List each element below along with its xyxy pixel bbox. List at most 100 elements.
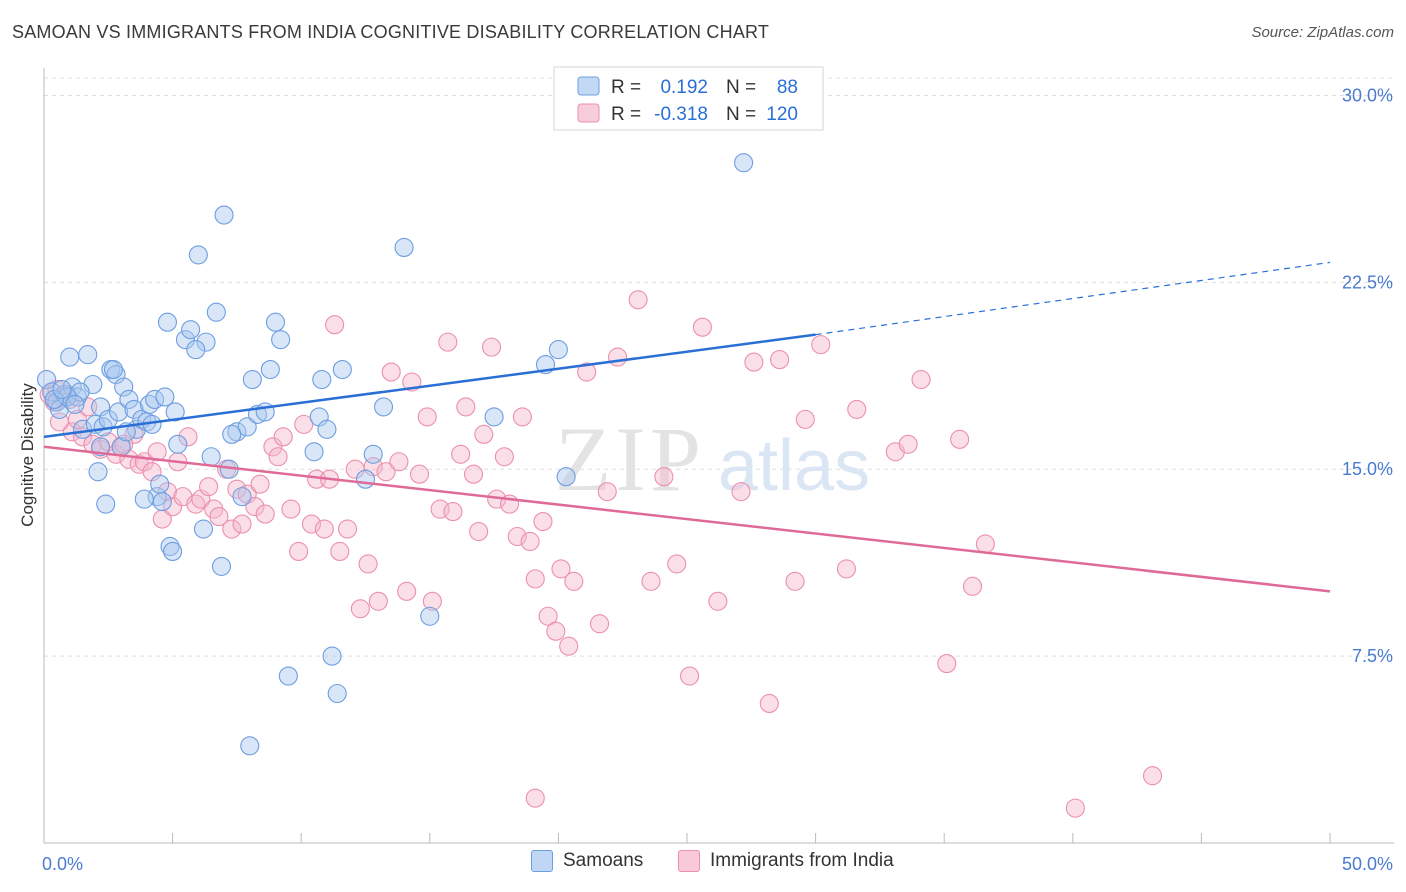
samoan-point — [278, 666, 298, 686]
india-point — [222, 519, 242, 539]
samoan-point — [394, 237, 414, 257]
samoan-point — [60, 347, 80, 367]
axes — [43, 68, 1394, 844]
india-point — [608, 347, 628, 367]
india-point — [157, 482, 178, 502]
india-point — [731, 482, 751, 502]
india-point — [389, 452, 409, 472]
y-tick-labels: 7.5% 15.0% 22.5% 30.0% — [1342, 85, 1393, 666]
india-point — [397, 581, 417, 601]
samoan-point — [168, 434, 188, 454]
samoan-point — [181, 320, 201, 340]
india-point — [641, 571, 661, 591]
samoan-point — [114, 377, 134, 397]
india-point — [628, 290, 648, 310]
samoan-point — [237, 417, 257, 437]
y-tick-label: 15.0% — [1342, 459, 1393, 479]
samoan-point — [65, 394, 85, 414]
legend-r-value-india: -0.318 — [654, 104, 708, 125]
india-point — [975, 534, 995, 554]
samoan-point — [150, 474, 170, 494]
samoan-point — [265, 312, 286, 332]
india-point — [268, 447, 288, 467]
samoan-point — [188, 245, 208, 265]
india-point — [962, 576, 983, 596]
india-point — [368, 591, 388, 611]
samoan-point — [260, 359, 280, 380]
india-point — [273, 427, 293, 447]
india-point — [147, 442, 167, 462]
india-point — [847, 399, 867, 419]
india-point — [443, 502, 463, 522]
india-point — [325, 315, 345, 335]
india-point — [456, 397, 476, 417]
chart-source: Source: ZipAtlas.com — [1251, 24, 1394, 41]
india-point — [590, 614, 610, 634]
india-point — [597, 482, 617, 502]
samoans-trend-extension — [815, 261, 1331, 336]
samoan-point — [78, 345, 98, 365]
india-point — [209, 507, 229, 527]
samoan-point — [109, 402, 129, 422]
india-point — [178, 427, 198, 447]
india-point — [559, 636, 579, 656]
samoan-point — [214, 205, 234, 225]
samoan-point — [96, 494, 116, 514]
samoan-point — [420, 606, 440, 626]
india-point — [163, 497, 183, 517]
legend-r-label-india: R = — [611, 104, 641, 125]
india-point — [770, 350, 790, 370]
india-point — [199, 477, 219, 497]
samoan-point — [124, 399, 144, 419]
samoan-point — [312, 369, 332, 390]
samoan-point — [240, 736, 260, 756]
india-point — [533, 512, 553, 532]
samoan-point — [157, 312, 178, 332]
samoan-point — [193, 519, 214, 539]
india-point — [409, 464, 430, 484]
india-point — [911, 369, 931, 390]
samoan-point — [175, 330, 196, 350]
india-point — [577, 362, 597, 382]
india-point — [525, 569, 545, 589]
samoan-point — [119, 389, 139, 409]
india-point — [232, 514, 252, 534]
india-point — [520, 531, 540, 552]
india-point — [314, 519, 334, 539]
samoan-point — [556, 467, 576, 487]
india-point — [438, 332, 458, 352]
samoan-point — [160, 536, 180, 557]
legend-r-label-samoans: R = — [611, 77, 641, 98]
india-point — [255, 504, 275, 524]
bottom-legend-label-india: Immigrants from India — [710, 850, 894, 871]
samoan-point — [163, 541, 183, 562]
bottom-legend-swatch-india — [678, 850, 700, 872]
india-point — [114, 434, 134, 454]
india-point — [469, 521, 489, 542]
india-trend-line — [43, 445, 1331, 593]
india-point — [680, 666, 700, 686]
samoan-point — [103, 359, 123, 380]
samoan-point — [196, 332, 216, 352]
samoan-point — [206, 302, 226, 322]
india-point — [538, 606, 558, 626]
grid-lines — [44, 77, 1394, 657]
india-point — [785, 571, 805, 591]
samoan-point — [211, 556, 232, 576]
legend-n-value-samoans: 88 — [777, 77, 798, 98]
samoans-trend-line — [43, 333, 816, 439]
samoan-point — [355, 469, 376, 489]
india-point — [759, 693, 779, 714]
india-point — [744, 352, 764, 372]
india-point — [1065, 798, 1085, 818]
bottom-legend: Samoans Immigrants from India — [0, 850, 1406, 880]
samoan-point — [201, 447, 221, 467]
legend-r-value-samoans: 0.192 — [660, 77, 708, 98]
samoan-point — [52, 379, 72, 400]
samoan-point — [88, 462, 108, 482]
india-point — [546, 621, 566, 641]
india-point — [507, 526, 527, 547]
samoan-point — [548, 340, 568, 360]
watermark-zip: ZIP — [555, 408, 705, 510]
india-point — [358, 554, 378, 574]
